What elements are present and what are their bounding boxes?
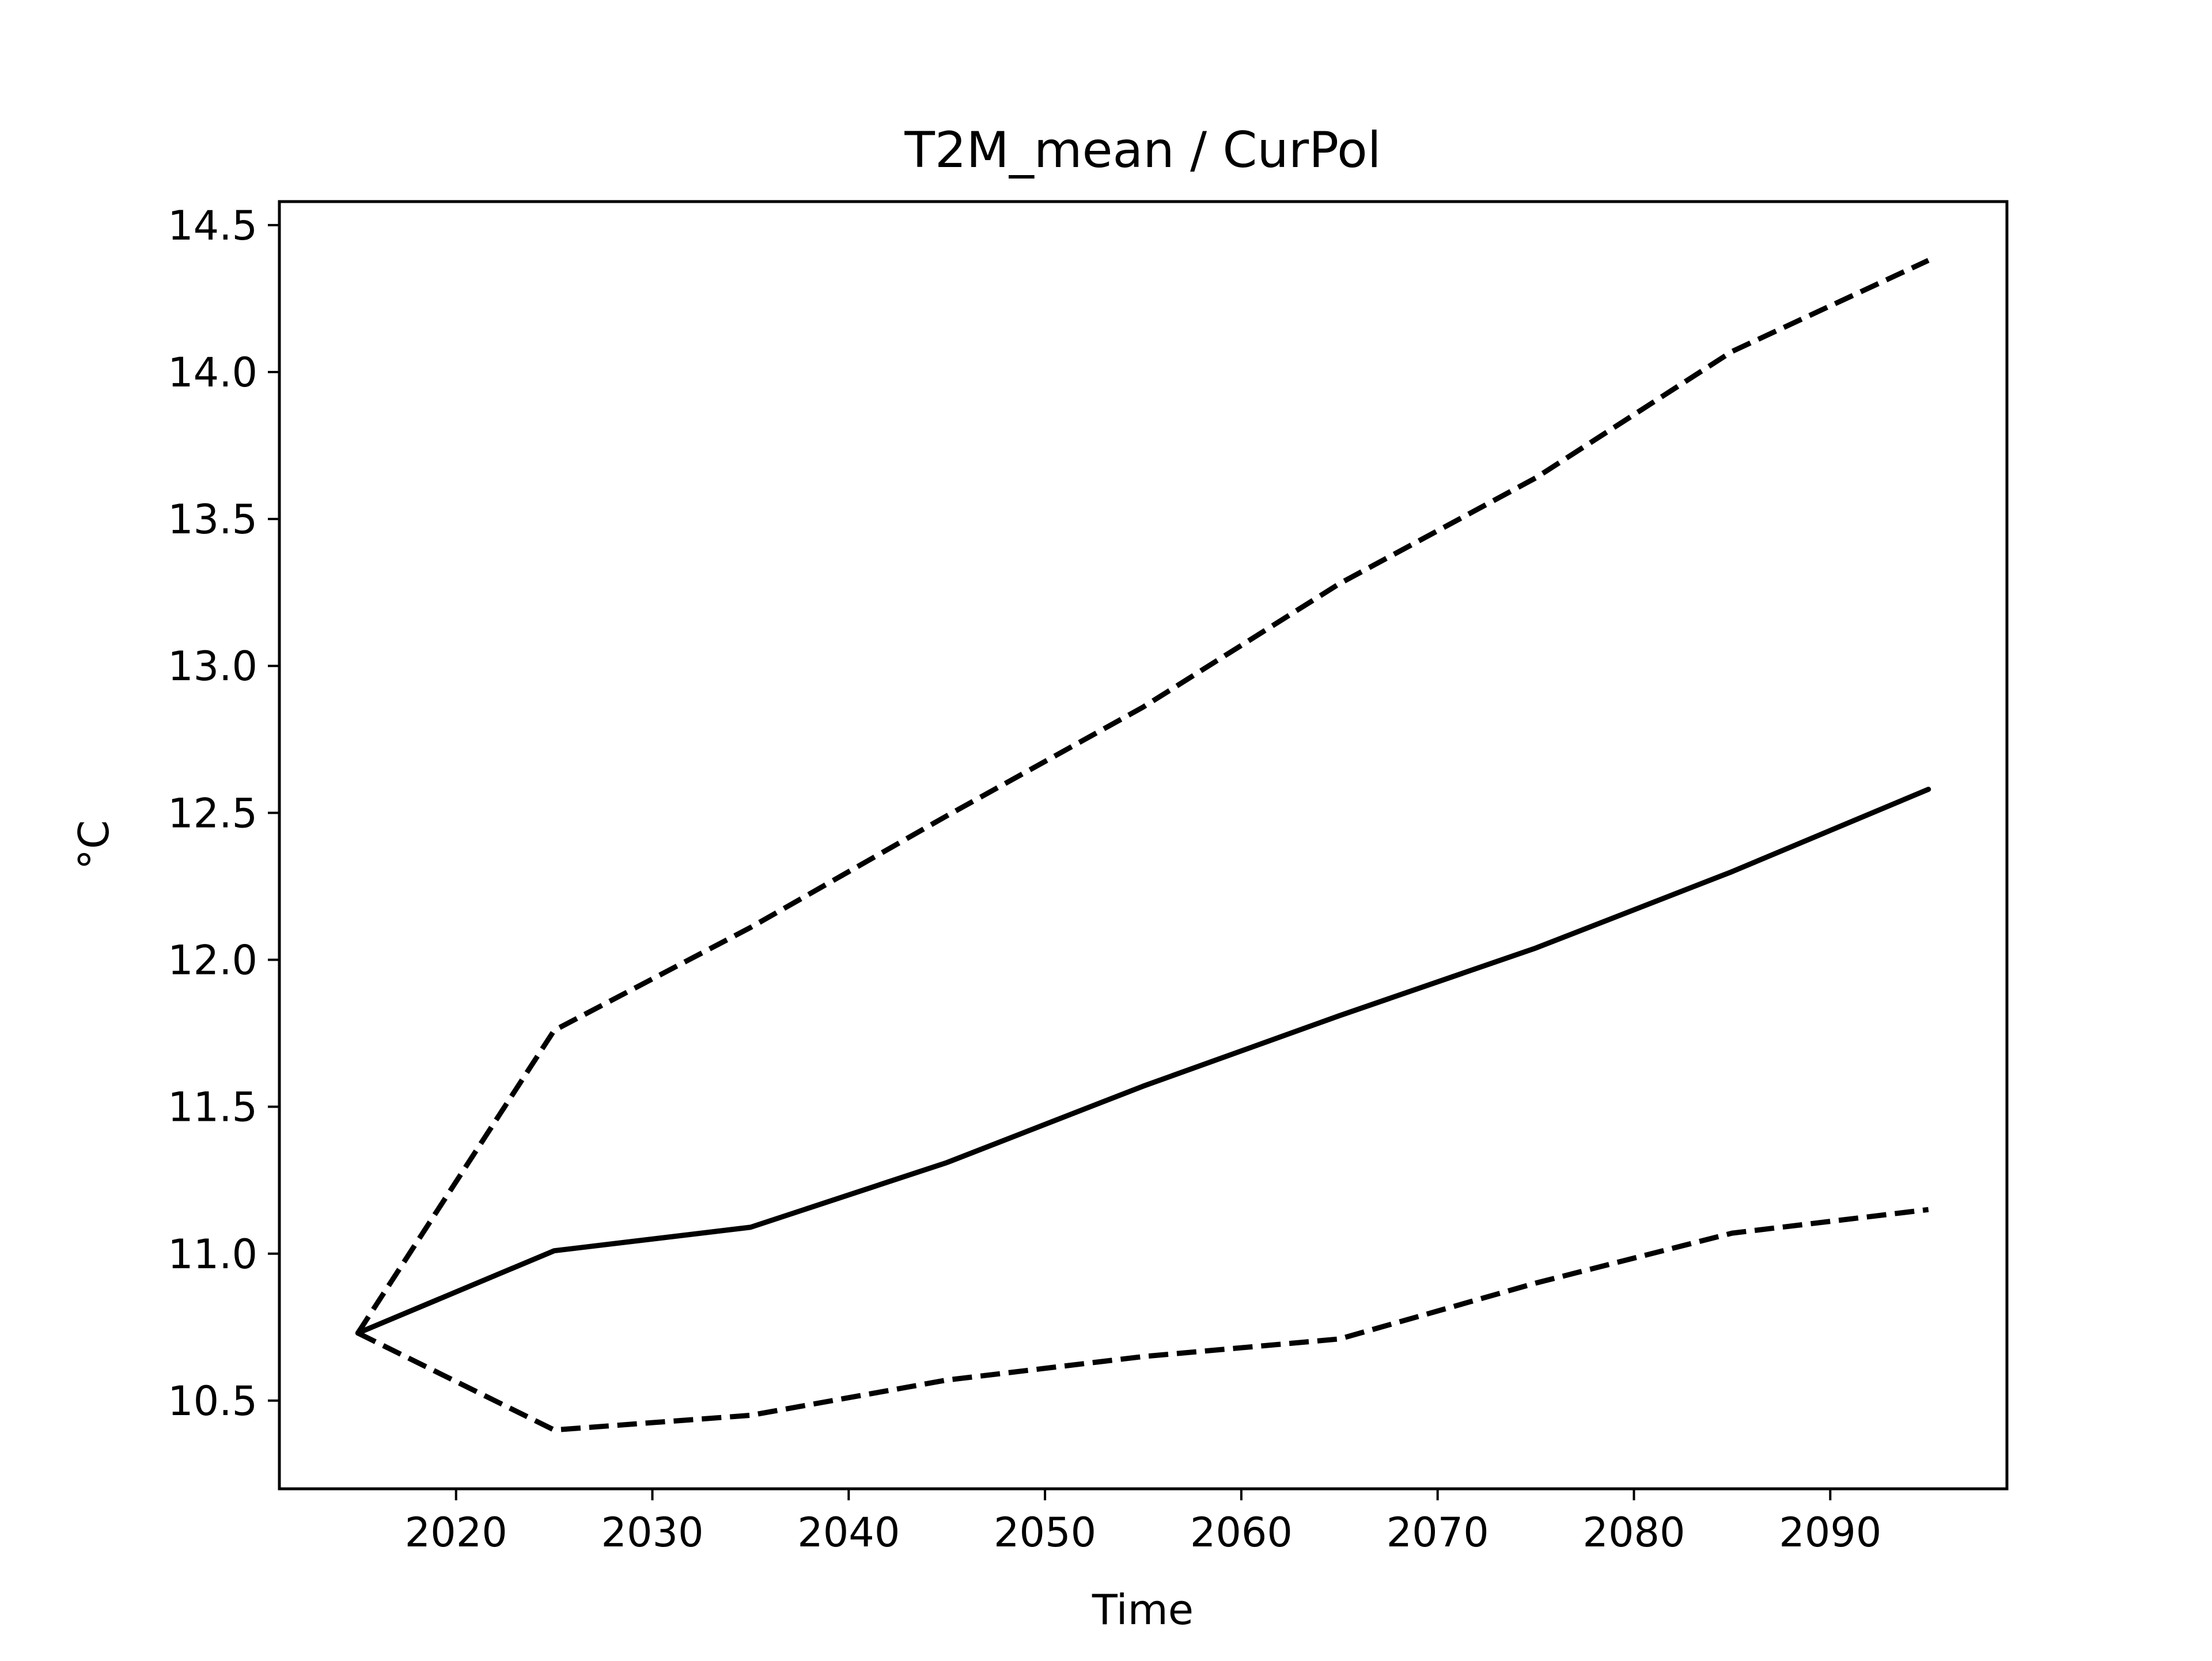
x-tick-label: 2080 [1582, 1509, 1685, 1556]
y-tick-label: 13.5 [168, 496, 257, 543]
series-line-3 [357, 1207, 1929, 1433]
y-tick-label: 11.5 [168, 1084, 257, 1131]
y-tick-label: 12.5 [168, 790, 257, 837]
x-axis-ticks: 2020 2030 2040 2050 2060 2070 2080 2090 [405, 1489, 1881, 1556]
y-tick-label: 14.0 [168, 349, 257, 396]
y-axis-label: °C [70, 820, 118, 870]
x-tick-label: 2060 [1190, 1509, 1293, 1556]
y-tick-label: 11.0 [168, 1231, 257, 1278]
series-line-1 [355, 258, 1930, 1335]
x-tick-label: 2040 [797, 1509, 900, 1556]
series-layer [355, 258, 1931, 1433]
series-line-2 [355, 787, 1931, 1336]
x-tick-label: 2020 [405, 1509, 507, 1556]
chart-title: T2M_mean / CurPol [904, 122, 1381, 179]
y-axis-ticks: 10.5 11.0 11.5 12.0 12.5 13.0 13.5 14.0 14.5 [168, 202, 279, 1425]
x-tick-label: 2090 [1779, 1509, 1881, 1556]
y-tick-label: 12.0 [168, 937, 257, 984]
x-tick-label: 2050 [994, 1509, 1096, 1556]
y-tick-label: 14.5 [168, 202, 257, 249]
plot-area-frame [278, 200, 2009, 1491]
y-tick-label: 13.0 [168, 643, 257, 690]
x-axis-label: Time [1092, 1586, 1194, 1634]
x-tick-label: 2030 [601, 1509, 703, 1556]
x-tick-label: 2070 [1387, 1509, 1489, 1556]
y-tick-label: 10.5 [168, 1378, 257, 1425]
